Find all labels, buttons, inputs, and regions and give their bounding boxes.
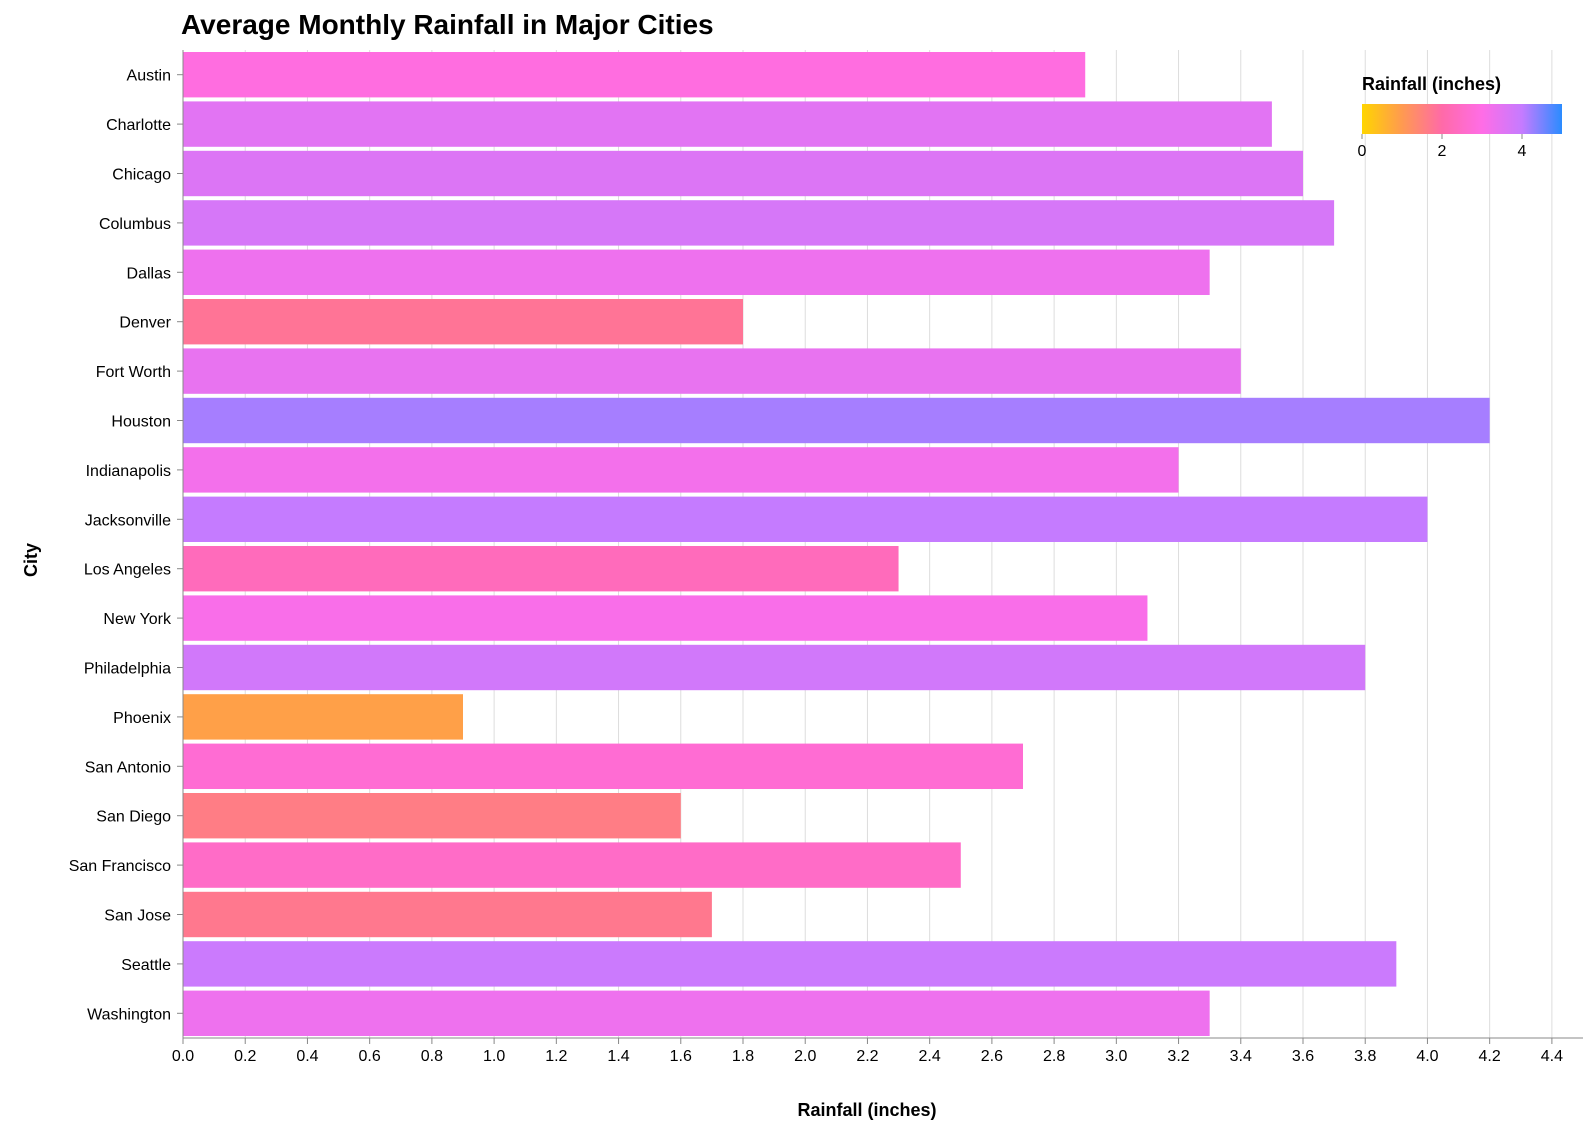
bar-chicago — [183, 150, 1303, 197]
bar-denver — [183, 299, 743, 345]
x-tick-label: 2.2 — [856, 1048, 878, 1065]
x-tick-label: 2.4 — [919, 1048, 941, 1065]
x-tick-label: 2.8 — [1043, 1048, 1065, 1065]
x-axis: 0.0 0.2 0.4 0.6 0.8 1.0 1.2 1.4 1.6 1.8 2.0 2.2 2.4 2… — [172, 1037, 1583, 1065]
y-tick-label: Phoenix — [113, 710, 171, 727]
x-tick-label: 2.6 — [981, 1048, 1003, 1065]
bar-houston — [183, 397, 1490, 444]
bar-indianapolis — [183, 447, 1179, 493]
x-tick-label: 0.2 — [234, 1048, 256, 1065]
bar-seattle — [183, 941, 1397, 987]
x-tick-label: 0.4 — [296, 1048, 318, 1065]
chart-title: Average Monthly Rainfall in Major Cities — [181, 9, 714, 40]
y-tick-label: Columbus — [99, 216, 171, 233]
bar-jacksonville — [183, 496, 1428, 542]
y-tick-label: Los Angeles — [84, 562, 171, 579]
bar-dallas — [183, 249, 1210, 295]
legend-label: 2 — [1438, 143, 1447, 160]
bar-san-antonio — [183, 743, 1023, 789]
y-tick-label: Dallas — [127, 265, 171, 282]
bars — [183, 52, 1490, 1036]
x-tick-label: 0.0 — [172, 1048, 194, 1065]
x-tick-label: 4.0 — [1416, 1048, 1438, 1065]
y-tick-label: Jacksonville — [85, 512, 171, 529]
bar-austin — [183, 52, 1086, 98]
y-tick-label: Chicago — [112, 167, 171, 184]
x-tick-label: 3.6 — [1292, 1048, 1314, 1065]
bar-san-jose — [183, 891, 712, 938]
y-tick-label: San Diego — [96, 809, 171, 826]
gridlines — [182, 50, 1553, 1038]
y-tick-label: San Francisco — [69, 858, 171, 875]
legend-label: 0 — [1358, 143, 1367, 160]
color-legend: Rainfall (inches) 0 2 4 — [1358, 74, 1562, 160]
x-tick-label: 1.4 — [607, 1048, 629, 1065]
y-tick-label: Austin — [127, 68, 171, 85]
y-tick-label: Philadelphia — [84, 661, 171, 678]
bar-washington — [183, 990, 1210, 1036]
bar-new-york — [183, 595, 1148, 641]
y-tick-label: Indianapolis — [86, 463, 171, 480]
x-tick-label: 4.2 — [1479, 1048, 1501, 1065]
x-tick-label: 1.0 — [483, 1048, 505, 1065]
y-tick-label: San Antonio — [85, 759, 171, 776]
x-tick-label: 4.4 — [1541, 1048, 1563, 1065]
y-tick-label: Fort Worth — [96, 364, 171, 381]
y-tick-label: Denver — [119, 315, 171, 332]
x-tick-label: 2.0 — [794, 1048, 816, 1065]
legend-title: Rainfall (inches) — [1362, 74, 1501, 94]
x-tick-label: 3.0 — [1105, 1048, 1127, 1065]
y-tick-label: San Jose — [104, 908, 171, 925]
y-tick-label: Charlotte — [106, 117, 171, 134]
x-tick-label: 0.6 — [359, 1048, 381, 1065]
x-tick-label: 3.8 — [1354, 1048, 1376, 1065]
bar-san-francisco — [183, 842, 961, 888]
bar-san-diego — [183, 793, 681, 839]
legend-label: 4 — [1518, 143, 1527, 160]
bar-philadelphia — [183, 644, 1366, 691]
y-tick-label: Houston — [111, 414, 171, 431]
legend-gradient-bar — [1362, 104, 1562, 134]
x-tick-label: 0.8 — [421, 1048, 443, 1065]
bar-charlotte — [183, 101, 1272, 147]
x-tick-label: 3.4 — [1230, 1048, 1252, 1065]
y-tick-label: Seattle — [121, 957, 171, 974]
x-tick-label: 1.8 — [732, 1048, 754, 1065]
bar-fort-worth — [183, 348, 1241, 394]
x-tick-label: 1.2 — [545, 1048, 567, 1065]
bar-columbus — [183, 200, 1335, 246]
x-tick-label: 3.2 — [1167, 1048, 1189, 1065]
bar-los-angeles — [183, 546, 899, 592]
x-axis-title: Rainfall (inches) — [797, 1100, 936, 1120]
y-tick-label: Washington — [87, 1006, 171, 1023]
y-axis-title: City — [21, 543, 41, 577]
x-tick-label: 1.6 — [670, 1048, 692, 1065]
y-axis: Austin Charlotte Chicago Columbus Dallas Denv… — [69, 50, 184, 1038]
bar-phoenix — [183, 694, 463, 740]
y-tick-label: New York — [103, 611, 172, 628]
